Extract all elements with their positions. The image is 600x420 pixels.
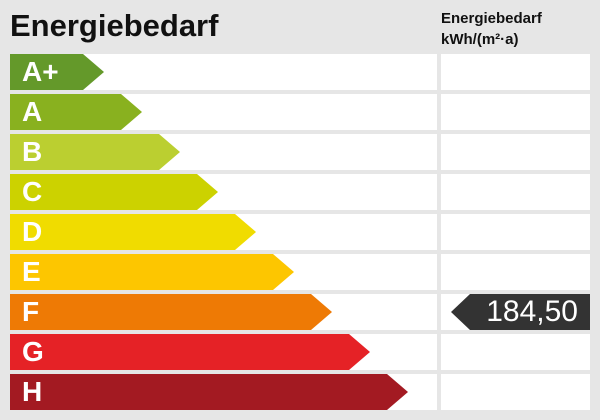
value-cell (441, 254, 590, 290)
class-label: G (22, 336, 44, 367)
label-title: Energiebedarf (10, 8, 219, 43)
value-text: 184,50 (486, 295, 578, 328)
column-header-unit: kWh/(m²·a) (441, 31, 519, 48)
class-label: C (22, 176, 43, 207)
value-cell (441, 334, 590, 370)
value-cell (441, 214, 590, 250)
class-label: B (22, 136, 43, 167)
class-bar-h: H (10, 374, 408, 410)
class-bar-e: E (10, 254, 294, 290)
class-label: F (22, 296, 40, 327)
value-cell (441, 174, 590, 210)
class-label: D (22, 216, 43, 247)
value-marker: 184,50 (451, 294, 590, 330)
value-cell (441, 54, 590, 90)
class-label: A+ (22, 56, 59, 87)
column-header-line1: Energiebedarf (441, 10, 542, 27)
class-label: A (22, 96, 43, 127)
value-cell (441, 134, 590, 170)
class-bar-aplus: A+ (10, 54, 104, 90)
class-bar-d: D (10, 214, 256, 250)
class-bar-b: B (10, 134, 180, 170)
class-bar-g: G (10, 334, 370, 370)
value-cell (441, 374, 590, 410)
class-bar-a: A (10, 94, 142, 130)
class-bar-f: F (10, 294, 332, 330)
class-bar-c: C (10, 174, 218, 210)
class-label: H (22, 376, 43, 407)
value-cell (441, 94, 590, 130)
value-column-header: Energiebedarf kWh/(m²·a) (441, 8, 542, 50)
class-label: E (22, 256, 41, 287)
